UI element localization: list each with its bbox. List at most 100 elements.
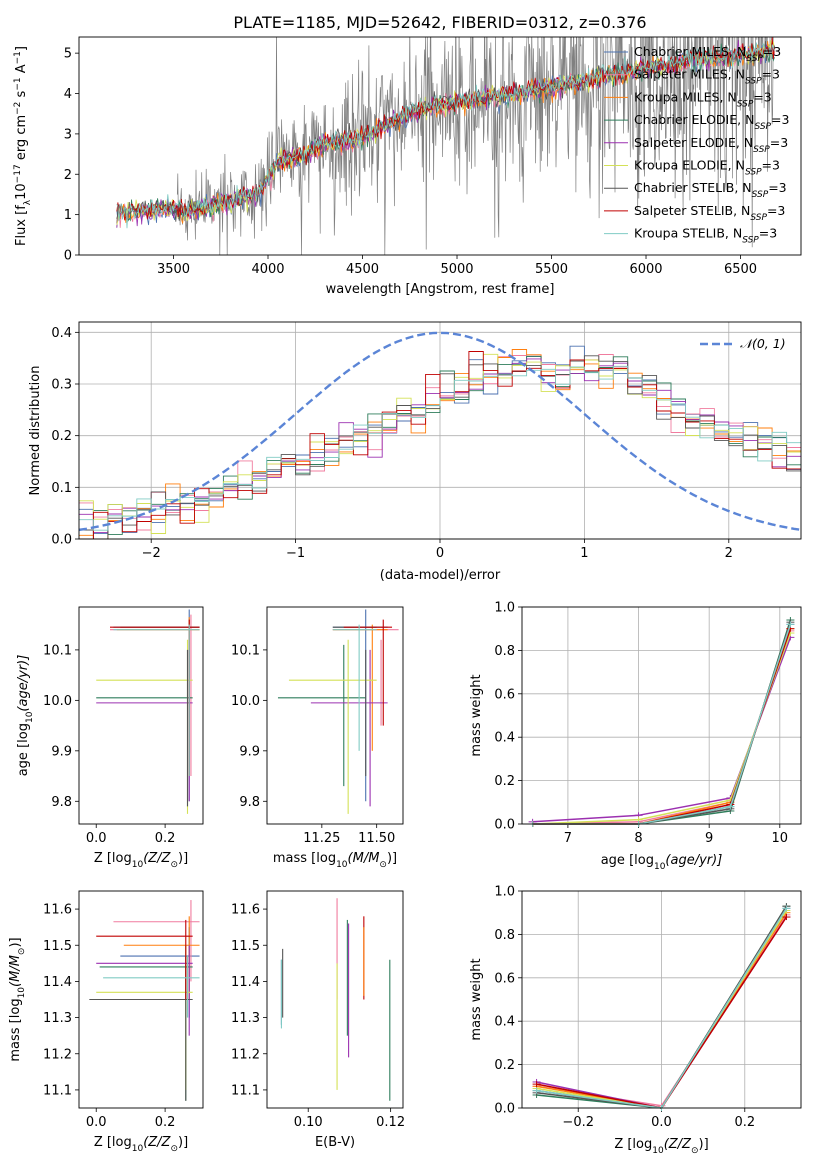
legend-label: Kroupa MILES, N (634, 89, 737, 104)
y-axis-label: age [log10(age/yr)] (16, 655, 35, 777)
y-label-part: −2 (13, 102, 23, 115)
y-tick-label: 2 (64, 168, 72, 183)
x-tick-label: 8 (634, 831, 642, 846)
x-tick-label: 0 (436, 546, 444, 561)
x-label-part: mass [log (273, 851, 336, 866)
legend-sub: SSP (750, 213, 767, 223)
x-label-sub: 10 (654, 862, 666, 872)
y-tick-label: 11.3 (43, 1011, 72, 1026)
y-tick-label: 9.9 (51, 744, 72, 759)
sun-symbol: ⊙ (691, 1146, 699, 1156)
residuals-axes: −2 −1 0 1 2 0.0 0.1 0.2 0.3 0.4 (data-model)/error… (28, 321, 802, 583)
y-tick-label: 1.0 (494, 885, 515, 900)
weight-line-kroupa-stelib (532, 624, 792, 825)
x-tick-label: 7 (564, 831, 572, 846)
x-tick-label: 0.0 (651, 1115, 672, 1130)
weight-line-chabrier-stelib (532, 621, 792, 825)
y-label-part: −1 (13, 51, 23, 64)
histogram-salpeter-stelib (79, 351, 801, 539)
x-tick-label: 0.2 (155, 831, 176, 846)
legend-tail: =3 (771, 112, 789, 127)
y-label-sub: 10 (25, 711, 35, 723)
legend-sub: SSP (753, 145, 770, 155)
axes-frame (78, 321, 802, 540)
legend-sub: SSP (754, 122, 771, 132)
Z-weight-axes: −0.2 0.0 0.2 0.0 0.2 0.4 0.6 0.8 1.0 Z [log10(Z/Z… (469, 885, 802, 1156)
legend-entry: Kroupa ELODIE, NSSP=3 (634, 158, 780, 178)
x-tick-label: 11.25 (303, 831, 340, 846)
y-label-part: ] (14, 46, 29, 51)
legend-label: Chabrier STELIB, N (634, 180, 752, 195)
y-tick-label: 0.2 (494, 774, 515, 789)
legend-sub: SSP (742, 236, 759, 246)
y-label-part: (age/yr)] (16, 655, 31, 712)
x-label-sub: 10 (652, 1146, 664, 1156)
y-tick-label: 11.5 (43, 939, 72, 954)
y-tick-label: 0.8 (494, 644, 515, 659)
x-tick-label: 0.0 (86, 831, 107, 846)
x-tick-label: 4500 (346, 262, 379, 277)
y-tick-label: 0.0 (51, 533, 72, 548)
y-tick-label: 11.5 (231, 939, 260, 954)
y-tick-label: 0.8 (494, 928, 515, 943)
legend-tail: =3 (762, 158, 780, 173)
y-axis-label: mass weight (469, 958, 484, 1040)
legend-sub: SSP (745, 168, 762, 178)
axes-frame (521, 606, 802, 825)
y-axis-label: mass [log10(M/M⊙)] (8, 937, 27, 1061)
y-tick-label: 0.0 (494, 1102, 515, 1117)
x-label-part: )] (178, 1135, 188, 1150)
y-label-part: Flux [f (14, 205, 29, 246)
y-tick-label: 9.9 (239, 744, 260, 759)
x-label-part: (Z/Z (143, 851, 171, 866)
legend-entry: Salpeter STELIB, NSSP=3 (634, 203, 785, 223)
y-tick-label: 0.4 (494, 1015, 515, 1030)
y-tick-label: 11.1 (231, 1083, 260, 1098)
legend-entry: Kroupa MILES, NSSP=3 (634, 89, 772, 109)
y-label-part: mass weight (469, 674, 484, 756)
legend-entry: 𝒩(0, 1) (740, 336, 786, 351)
x-label-part: age [log (601, 853, 654, 868)
x-axis-label: Z [log10(Z/Z⊙)] (94, 1135, 188, 1154)
x-label-part: )] (178, 851, 188, 866)
y-axis-label: Flux [fλ10−17 erg cm−2 s−1 A−1] (13, 46, 33, 246)
legend-tail: =3 (763, 44, 781, 59)
y-tick-label: 0.6 (494, 971, 515, 986)
x-tick-label: 6500 (724, 262, 757, 277)
sun-symbol: ⊙ (170, 1144, 178, 1154)
x-tick-label: −1 (286, 546, 305, 561)
y-tick-label: 5 (64, 47, 72, 62)
y-label-part: (M/M (8, 955, 23, 987)
weight-line-kroupa-miles (532, 628, 792, 825)
x-label-part: (Z/Z (664, 1137, 692, 1152)
y-tick-label: 4 (64, 87, 72, 102)
figure-title: PLATE=1185, MJD=52642, FIBERID=0312, z=0… (233, 13, 646, 32)
x-label-part: E(B-V) (315, 1135, 355, 1150)
y-tick-label: 9.8 (51, 795, 72, 810)
x-tick-label: 9 (705, 831, 713, 846)
x-label-part: )] (699, 1137, 709, 1152)
x-label-sub: 10 (132, 1144, 144, 1154)
y-label-part: A (14, 64, 29, 77)
sun-symbol: ⊙ (170, 860, 178, 870)
x-axis-label: mass [log10(M/M⊙)] (273, 851, 397, 870)
y-tick-label: 1 (64, 208, 72, 223)
ebv-mass-axes: 0.10 0.12 11.1 11.2 11.3 11.4 11.5 11.6 E(B-V) (231, 890, 405, 1150)
y-tick-label: 3 (64, 127, 72, 142)
x-tick-label: 5500 (535, 262, 568, 277)
legend-label: Salpeter ELODIE, N (634, 135, 753, 150)
model-line-salpeter-stelib (116, 37, 775, 221)
x-label-sub: 10 (336, 860, 348, 870)
legend-tail: =3 (753, 89, 771, 104)
x-axis-label: Z [log10(Z/Z⊙)] (614, 1137, 708, 1156)
y-label-part: −1 (13, 77, 23, 90)
y-label-part: Normed distribution (28, 366, 43, 496)
legend-entry: Chabrier ELODIE, NSSP=3 (634, 112, 789, 132)
y-tick-label: 9.8 (239, 795, 260, 810)
legend-entry: Salpeter ELODIE, NSSP=3 (634, 135, 788, 155)
x-label-part: )] (387, 851, 397, 866)
x-axis-label: E(B-V) (315, 1135, 355, 1150)
y-tick-label: 11.3 (231, 1011, 260, 1026)
x-label-part: (data-model)/error (380, 568, 501, 583)
